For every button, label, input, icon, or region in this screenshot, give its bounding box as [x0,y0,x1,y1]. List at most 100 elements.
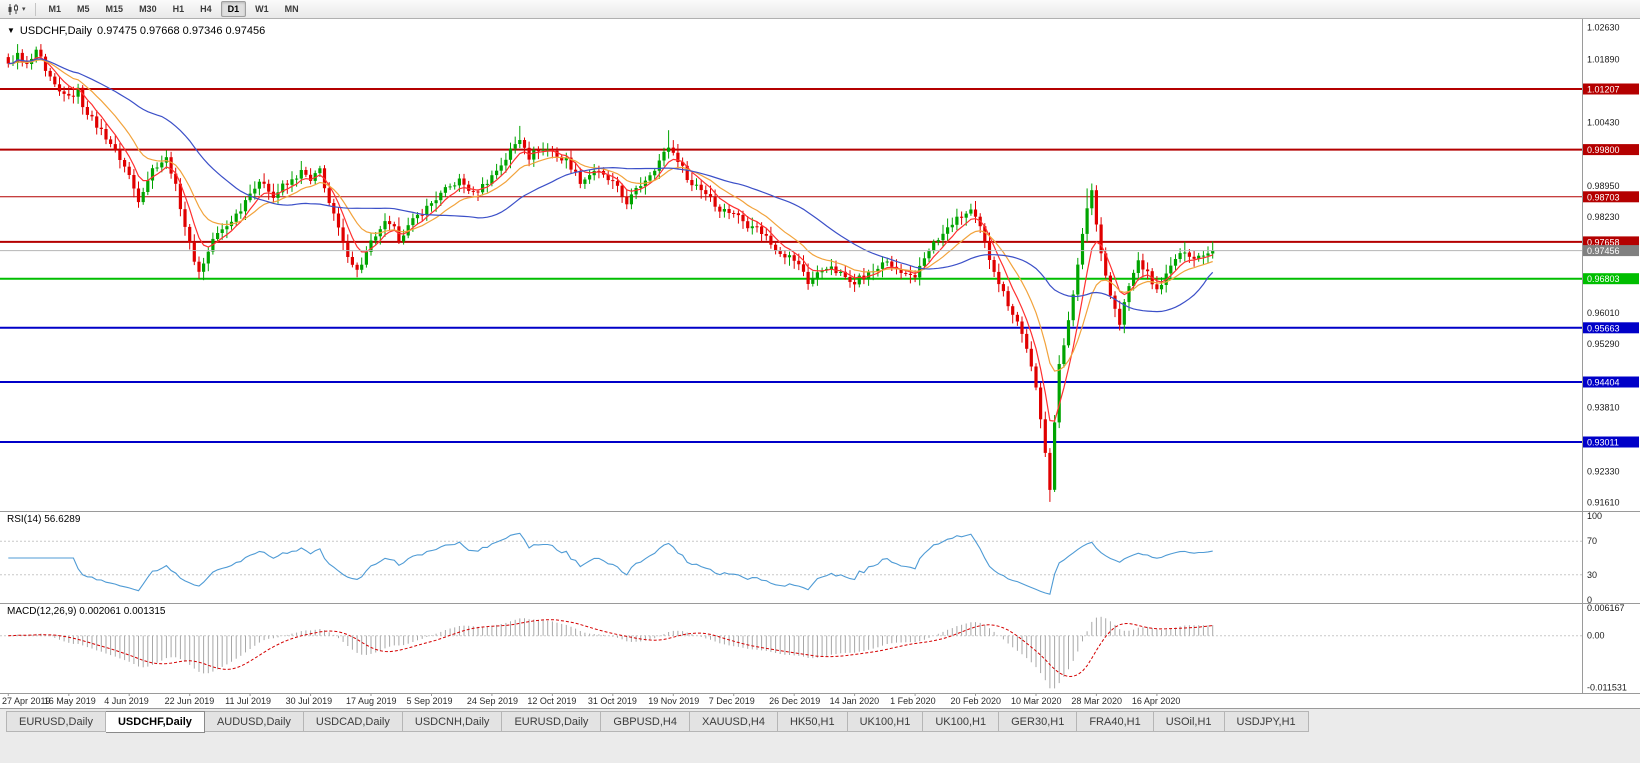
timeframe-m30-button[interactable]: M30 [132,1,164,17]
timeframe-toolbar: ▾ M1 M5 M15 M30 H1 H4 D1 W1 MN [0,0,1640,19]
collapse-triangle-icon[interactable]: ▼ [7,26,15,35]
price-badge-1.01207: 1.01207 [1583,83,1639,95]
ma-mid-line [8,59,1213,372]
svg-text:0.92330: 0.92330 [1587,466,1620,476]
svg-text:30: 30 [1587,570,1597,580]
rsi-indicator-label: RSI(14) 56.6289 [7,514,80,525]
svg-text:0.93011: 0.93011 [1587,438,1619,448]
date-axis-label: 19 Nov 2019 [648,696,700,706]
chart-tab-hk50-h1[interactable]: HK50,H1 [777,711,848,732]
macd-histogram [12,616,1214,689]
chart-tab-xauusd-h4[interactable]: XAUUSD,H4 [689,711,778,732]
date-axis-label: 10 Mar 2020 [1010,696,1062,706]
rsi-line [8,532,1213,595]
chart-tab-audusd-daily[interactable]: AUDUSD,Daily [204,711,304,732]
candlestick-series [6,44,1215,502]
price-badge-0.94404: 0.94404 [1583,376,1639,388]
date-axis-label: 12 Oct 2019 [527,696,577,706]
tab-label: UK100,H1 [859,715,911,728]
chart-tab-usdcnh-daily[interactable]: USDCNH,Daily [402,711,503,732]
chart-type-button[interactable]: ▾ [4,3,29,16]
timeframe-mn-button[interactable]: MN [278,1,306,17]
chart-tab-uk100-h1-2[interactable]: UK100,H1 [923,711,1000,732]
svg-text:0.96010: 0.96010 [1587,308,1620,318]
svg-text:0.93810: 0.93810 [1587,403,1620,413]
price-badge-0.93011: 0.93011 [1583,436,1639,448]
tab-label: GBPUSD,H4 [613,715,677,728]
macd-indicator-label: MACD(12,26,9) 0.002061 0.001315 [7,606,165,617]
chart-tab-uk100-h1-1[interactable]: UK100,H1 [847,711,924,732]
chart-tab-usdchf-daily[interactable]: USDCHF,Daily [105,711,205,733]
horizontal-level-lines [0,88,1582,443]
rsi-name: RSI(14) [7,514,42,525]
svg-text:0.98230: 0.98230 [1587,212,1620,222]
chart-ohlc-values: 0.97475 0.97668 0.97346 0.97456 [97,25,266,37]
svg-text:0.97658: 0.97658 [1587,237,1620,247]
svg-text:1.01207: 1.01207 [1587,85,1620,95]
timeframe-h1-button[interactable]: H1 [166,1,192,17]
date-axis-label: 28 Mar 2020 [1071,696,1122,706]
timeframe-d1-button[interactable]: D1 [220,1,247,17]
date-axis-label: 22 Jun 2019 [164,696,215,706]
svg-text:0.99800: 0.99800 [1587,145,1620,155]
price-badge-0.95663: 0.95663 [1583,322,1639,334]
date-axis-label: 30 Jul 2019 [285,696,333,706]
tab-label: EURUSD,Daily [19,715,93,728]
tab-label: USDJPY,H1 [1236,715,1296,728]
tab-label: GER30,H1 [1011,715,1065,728]
date-axis-label: 16 May 2019 [43,696,96,706]
date-axis-label: 24 Sep 2019 [466,696,518,706]
tab-label: FRA40,H1 [1089,715,1141,728]
price-badge-0.98703: 0.98703 [1583,191,1639,202]
date-axis-label: 16 Apr 2020 [1131,696,1181,706]
svg-text:1.01890: 1.01890 [1587,55,1620,65]
timeframe-w1-button[interactable]: W1 [248,1,276,17]
date-axis-label: 7 Dec 2019 [708,696,755,706]
ma-slow-line [8,58,1214,313]
chart-tab-fra40-h1[interactable]: FRA40,H1 [1077,711,1154,732]
chart-tab-ger30-h1[interactable]: GER30,H1 [999,711,1078,732]
svg-text:0: 0 [1587,595,1592,605]
date-axis-label: 20 Feb 2020 [950,696,1002,706]
svg-text:0.98703: 0.98703 [1587,192,1620,202]
price-badge-0.96803: 0.96803 [1583,273,1639,285]
svg-text:0.91610: 0.91610 [1587,497,1620,507]
tab-label: HK50,H1 [789,715,835,728]
svg-text:0.98950: 0.98950 [1587,181,1620,191]
chart-tab-eurusd-daily-1[interactable]: EURUSD,Daily [6,711,106,732]
svg-text:1.00430: 1.00430 [1587,117,1620,127]
chart-tab-gbpusd-h4[interactable]: GBPUSD,H4 [601,711,690,732]
chart-tab-usdcad-daily[interactable]: USDCAD,Daily [303,711,403,732]
date-axis-label: 17 Aug 2019 [346,696,397,706]
svg-text:0.97456: 0.97456 [1587,246,1620,256]
chart-tab-usdjpy-h1[interactable]: USDJPY,H1 [1224,711,1309,732]
price-badge-0.97658: 0.97658 [1583,236,1639,248]
timeframe-m15-button[interactable]: M15 [99,1,131,17]
tab-label: XAUUSD,H4 [701,715,765,728]
svg-text:0.94404: 0.94404 [1587,378,1620,388]
candlestick-chart-icon [8,3,18,15]
current-price-badge: 0.97456 [1583,245,1639,257]
timeframe-m5-button[interactable]: M5 [70,1,97,17]
chart-tabs-bar: EURUSD,Daily USDCHF,Daily AUDUSD,Daily U… [0,708,1640,763]
date-axis-label: 5 Sep 2019 [406,696,453,706]
macd-signal-line [8,619,1213,678]
price-axis-tick-labels: 1.02630 1.01890 1.00430 0.98950 0.98230 0.960… [1587,23,1620,508]
macd-name: MACD(12,26,9) [7,606,77,617]
timeframe-h4-button[interactable]: H4 [193,1,219,17]
tab-label: USOil,H1 [1165,715,1212,728]
chart-symbol-title: USDCHF,Daily [19,25,93,37]
svg-text:0.96803: 0.96803 [1587,274,1620,284]
chart-type-dropdown-caret-icon: ▾ [22,5,26,13]
date-axis-label: 1 Feb 2020 [890,696,936,706]
rsi-value: 56.6289 [44,514,81,525]
tab-label: USDCAD,Daily [315,715,390,728]
date-axis-label: 26 Dec 2019 [769,696,821,706]
tab-label: USDCNH,Daily [414,715,490,728]
timeframe-m1-button[interactable]: M1 [42,1,69,17]
chart-tab-eurusd-daily-2[interactable]: EURUSD,Daily [502,711,602,732]
date-axis[interactable]: 27 Apr 2019 16 May 2019 4 Jun 2019 22 Jun 2… [0,696,1582,709]
chart-tab-usoil-h1[interactable]: USOil,H1 [1153,711,1225,732]
